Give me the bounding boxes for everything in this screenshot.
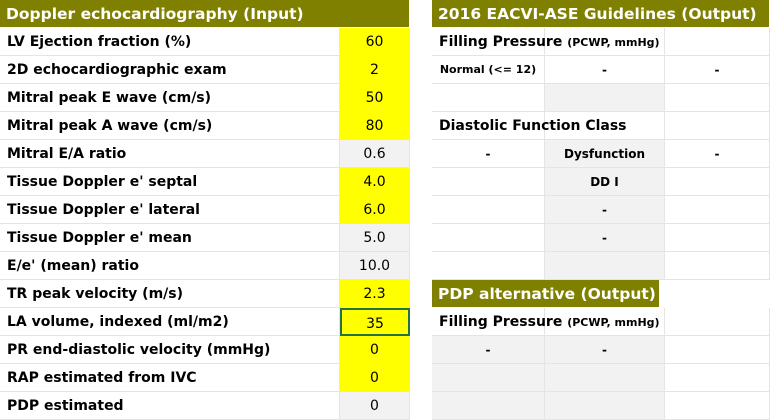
diastolic-value: -: [665, 140, 770, 168]
grid-cell: [665, 364, 770, 392]
input-label: Mitral peak A wave (cm/s): [0, 112, 340, 140]
filling-pressure: Filling Pressure: [439, 314, 563, 330]
grid-cell: [665, 224, 770, 252]
input-value[interactable]: 4.0: [340, 168, 410, 196]
unit: (PCWP, mmHg): [567, 316, 660, 329]
input-label: E/e' (mean) ratio: [0, 252, 340, 280]
filling-pressure: Filling Pressure: [439, 34, 563, 50]
grid-cell: [432, 196, 545, 224]
grid-cell: [545, 84, 665, 112]
input-label: Mitral peak E wave (cm/s): [0, 84, 340, 112]
filling-pressure-label: Filling Pressure (PCWP, mmHg): [432, 28, 770, 56]
diastolic-label: Diastolic Function Class: [432, 112, 770, 140]
normal-value: -: [665, 56, 770, 84]
input-label: TR peak velocity (m/s): [0, 280, 340, 308]
diastolic-value: -: [432, 140, 545, 168]
input-value[interactable]: 80: [340, 112, 410, 140]
input-label: PDP estimated: [0, 392, 340, 420]
input-value: 0.6: [340, 140, 410, 168]
unit: (PCWP, mmHg): [567, 36, 660, 49]
grid-cell: [665, 392, 770, 420]
diastolic-class: DD I: [545, 168, 665, 196]
input-value: 0: [340, 392, 410, 420]
diastolic-class: -: [545, 224, 665, 252]
diastolic-class: -: [545, 196, 665, 224]
input-value[interactable]: 0: [340, 364, 410, 392]
normal-value: -: [545, 56, 665, 84]
guidelines-header: 2016 EACVI-ASE Guidelines (Output): [432, 0, 770, 28]
input-value[interactable]: 60: [340, 28, 410, 56]
grid-cell: [665, 168, 770, 196]
grid-cell: [665, 252, 770, 280]
pdp-header: PDP alternative (Output): [432, 280, 660, 308]
grid-cell: [545, 364, 665, 392]
grid-cell: [665, 336, 770, 364]
pdp-value: -: [432, 336, 545, 364]
input-value[interactable]: 35: [340, 308, 410, 336]
input-label: PR end-diastolic velocity (mmHg): [0, 336, 340, 364]
input-label: LV Ejection fraction (%): [0, 28, 340, 56]
pdp-value: -: [545, 336, 665, 364]
grid-cell: [432, 392, 545, 420]
input-value[interactable]: 2: [340, 56, 410, 84]
grid-cell: [665, 196, 770, 224]
input-value[interactable]: 6.0: [340, 196, 410, 224]
grid-cell: [545, 392, 665, 420]
input-value[interactable]: 50: [340, 84, 410, 112]
input-label: Tissue Doppler e' lateral: [0, 196, 340, 224]
grid-cell: [432, 84, 545, 112]
grid-cell: [545, 252, 665, 280]
input-value[interactable]: 2.3: [340, 280, 410, 308]
grid-cell: [432, 224, 545, 252]
input-label: Tissue Doppler e' mean: [0, 224, 340, 252]
input-value: 5.0: [340, 224, 410, 252]
input-label: 2D echocardiographic exam: [0, 56, 340, 84]
grid-cell: [432, 364, 545, 392]
input-value[interactable]: 0: [340, 336, 410, 364]
diastolic-value: Dysfunction: [545, 140, 665, 168]
grid-cell: [432, 252, 545, 280]
input-label: LA volume, indexed (ml/m2): [0, 308, 340, 336]
input-header: Doppler echocardiography (Input): [0, 0, 410, 28]
grid-cell: [432, 168, 545, 196]
input-label: RAP estimated from IVC: [0, 364, 340, 392]
filling-pressure-label: Filling Pressure (PCWP, mmHg): [432, 308, 770, 336]
input-label: Tissue Doppler e' septal: [0, 168, 340, 196]
input-label: Mitral E/A ratio: [0, 140, 340, 168]
input-value: 10.0: [340, 252, 410, 280]
grid-cell: [665, 84, 770, 112]
normal-label: Normal (<= 12): [432, 56, 545, 84]
